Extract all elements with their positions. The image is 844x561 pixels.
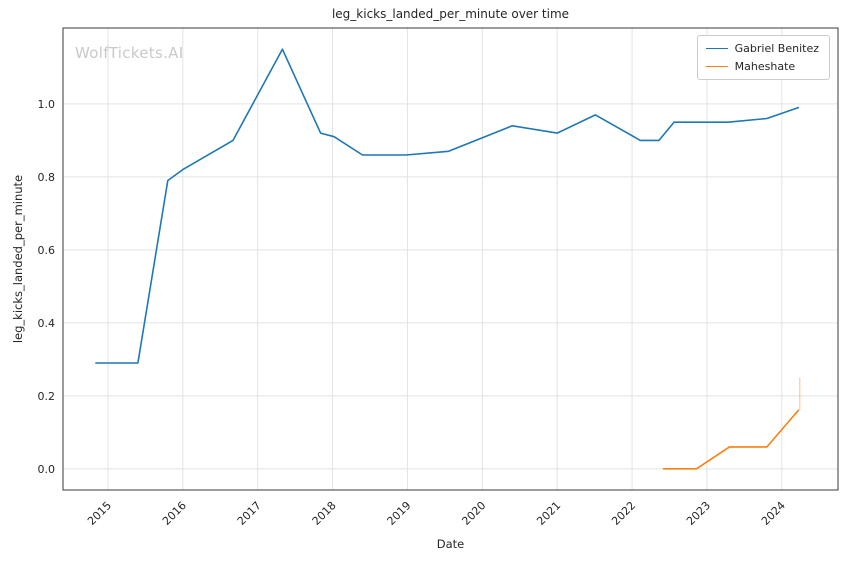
x-tick-label: 2018 (310, 499, 339, 528)
y-tick-label: 1.0 (38, 98, 56, 111)
x-tick-label: 2023 (684, 499, 713, 528)
legend-label: Gabriel Benitez (734, 42, 819, 55)
watermark: WolfTickets.AI (75, 44, 184, 62)
y-tick-label: 0.0 (38, 463, 56, 476)
x-axis-label: Date (436, 537, 465, 551)
legend: Gabriel Benitez Maheshate (696, 35, 830, 80)
x-tick-label: 2015 (85, 499, 114, 528)
x-tick-label: 2020 (459, 499, 488, 528)
y-tick-label: 0.6 (38, 244, 56, 257)
x-tick-label: 2019 (385, 499, 414, 528)
legend-line-swatch (705, 48, 728, 49)
legend-label: Maheshate (734, 60, 796, 73)
series-line-gabriel-benitez (95, 48, 800, 364)
x-tick-label: 2021 (534, 499, 563, 528)
y-tick-label: 0.8 (38, 171, 56, 184)
x-tick-label: 2017 (235, 499, 264, 528)
legend-line-swatch (705, 66, 728, 67)
x-tick-label: 2022 (609, 499, 638, 528)
x-tick-label: 2024 (759, 499, 788, 528)
series-line-maheshate (662, 409, 800, 470)
x-tick-label: 2016 (160, 499, 189, 528)
y-axis-label: leg_kicks_landed_per_minute (11, 174, 25, 344)
plot-border (62, 27, 839, 491)
chart-title: leg_kicks_landed_per_minute over time (331, 7, 570, 21)
y-tick-label: 0.4 (38, 317, 56, 330)
y-tick-label: 0.2 (38, 390, 56, 403)
legend-item-maheshate: Maheshate (705, 60, 819, 73)
legend-item-gabriel-benitez: Gabriel Benitez (705, 42, 819, 55)
